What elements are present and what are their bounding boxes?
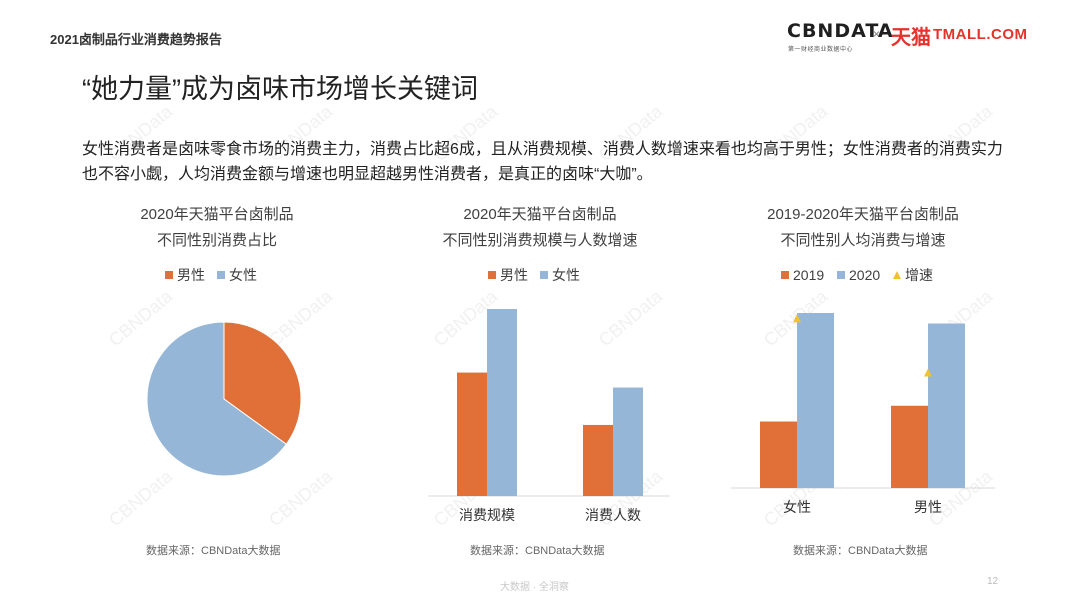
growth-marker — [793, 314, 801, 323]
chart3-source: 数据来源：CBNData大数据 — [793, 545, 928, 557]
legend-label: 增速 — [905, 267, 933, 283]
x-tick-label: 消费人数 — [585, 507, 641, 523]
legend-swatch — [217, 271, 225, 279]
legend-label: 男性 — [500, 267, 528, 283]
legend-item: 2020 — [837, 267, 880, 283]
chart2-title: 2020年天猫平台卤制品 不同性别消费规模与人数增速 — [400, 202, 680, 254]
chart2-title-line1: 2020年天猫平台卤制品 — [463, 206, 617, 223]
legend-item: 男性 — [165, 267, 205, 283]
legend-label: 女性 — [229, 267, 257, 283]
x-tick-label: 男性 — [914, 499, 942, 515]
partner-logos: CBNDATA 第一财经商业数据中心 × 天猫 TMALL.COM — [787, 20, 1032, 56]
growth-marker — [924, 368, 932, 377]
chart2-title-line2: 不同性别消费规模与人数增速 — [442, 232, 638, 249]
chart1-title-line2: 不同性别消费占比 — [156, 232, 277, 249]
footer-slogan: 大数据 · 全洞察 — [500, 582, 569, 593]
pie-chart: 男性 女性 — [146, 267, 302, 477]
bar-2019 — [891, 405, 928, 488]
bar-男性 — [457, 372, 487, 496]
chart1-title-line1: 2020年天猫平台卤制品 — [140, 206, 294, 223]
pie-slice-male — [223, 321, 302, 445]
chart2-source: 数据来源：CBNData大数据 — [470, 545, 605, 557]
x-tick-label: 消费规模 — [459, 507, 515, 523]
bar-2020 — [928, 323, 965, 488]
bar-2019 — [760, 421, 797, 488]
tmall-logo-text: TMALL.COM — [933, 26, 1028, 43]
page-number: 12 — [987, 576, 999, 587]
legend-swatch — [165, 271, 173, 279]
legend-label: 2019 — [793, 267, 824, 283]
legend-label: 女性 — [552, 267, 580, 283]
bar-男性 — [583, 424, 613, 496]
bar-女性 — [613, 387, 643, 496]
description: 女性消费者是卤味零食市场的消费主力，消费占比超6成，且从消费规模、消费人数增速来… — [82, 141, 1003, 183]
legend-swatch — [837, 271, 845, 279]
bar-2020 — [797, 313, 834, 488]
report-title: 2021卤制品行业消费趋势报告 — [50, 32, 222, 47]
chart1-source: 数据来源：CBNData大数据 — [146, 545, 281, 557]
cbndata-logo-subtitle: 第一财经商业数据中心 — [788, 47, 854, 53]
pie-slice-female — [146, 321, 287, 477]
legend-swatch — [540, 271, 548, 279]
legend-item: 女性 — [540, 267, 580, 283]
legend-swatch — [781, 271, 789, 279]
bar-女性 — [487, 309, 517, 496]
tmall-logo: 天猫 — [891, 25, 931, 49]
legend-item: 增速 — [893, 267, 933, 283]
chart3-title: 2019-2020年天猫平台卤制品 不同性别人均消费与增速 — [723, 202, 1003, 254]
legend-label: 2020 — [849, 267, 880, 283]
chart3-title-line2: 不同性别人均消费与增速 — [780, 232, 946, 249]
logo-separator: × — [873, 27, 881, 41]
legend-label: 男性 — [177, 267, 205, 283]
chart3-title-line1: 2019-2020年天猫平台卤制品 — [767, 206, 959, 223]
page-title: “她力量”成为卤味市场增长关键词 — [82, 74, 478, 104]
legend-swatch — [488, 271, 496, 279]
x-tick-label: 女性 — [783, 499, 811, 515]
legend-item: 2019 — [781, 267, 824, 283]
legend-item: 男性 — [488, 267, 528, 283]
legend-item: 女性 — [217, 267, 257, 283]
cbndata-logo: CBNDATA — [787, 20, 894, 42]
legend-swatch-triangle — [893, 271, 901, 279]
chart1-title: 2020年天猫平台卤制品 不同性别消费占比 — [92, 202, 342, 254]
